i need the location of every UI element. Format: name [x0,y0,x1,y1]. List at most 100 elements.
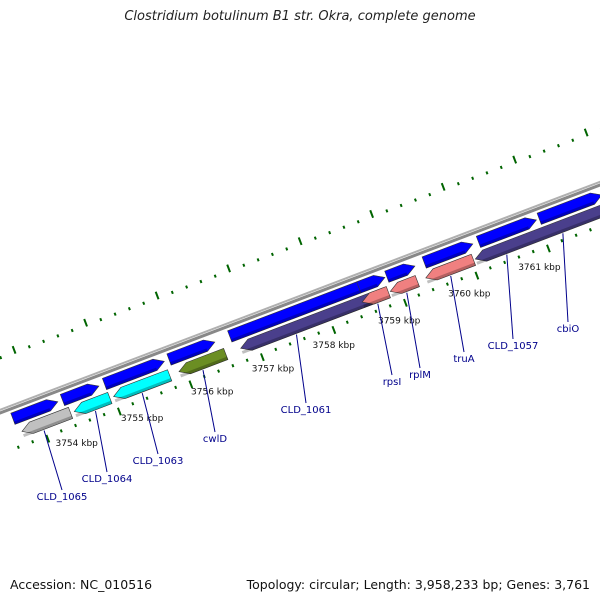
inner-tick [517,255,521,259]
gene-label-leader [377,303,393,376]
backbone-line [0,183,600,415]
outer-tick [583,128,589,137]
outer-tick [456,181,460,186]
outer-tick [56,334,60,338]
outer-tick [83,318,88,327]
outer-tick [226,264,231,273]
forward-gene-10 [536,192,600,225]
inner-tick [288,342,292,346]
accession-text: Accession: NC_010516 [10,577,153,592]
outer-tick [99,317,103,322]
reverse-gene-7-shade [391,283,420,298]
inner-tick [531,249,535,254]
outer-tick [542,149,546,153]
gene-label: CLD_1057 [488,341,539,352]
gene-label: cwlD [203,434,227,445]
forward-gene-2 [59,383,100,406]
outer-tick [285,247,289,251]
inner-tick [131,401,135,406]
gene-label-leader [141,393,159,455]
gene-label: cbiO [557,324,580,335]
inner-tick [88,418,92,422]
inner-tick [317,331,321,335]
reverse-gene-5-shade [241,299,378,354]
outer-tick [154,291,160,300]
gene-label-leader [450,275,465,353]
inner-tick [588,228,592,232]
outer-tick [142,301,146,306]
outer-tick [70,328,74,333]
forward-gene-3 [102,358,165,390]
outer-tick [512,155,518,164]
inner-tick [74,423,78,428]
outer-tick [499,165,503,170]
outer-tick [485,171,489,175]
reverse-gene-6-shade [363,294,391,308]
forward-gene-8 [421,241,474,269]
inner-tick [360,315,364,319]
scale-label: 3759 kbp [378,316,421,326]
gene-label: rplM [409,370,431,381]
reverse-gene-4 [178,348,229,375]
scale-label: 3754 kbp [55,439,98,449]
forward-gene-7 [384,263,416,283]
outer-tick [313,236,317,240]
reverse-gene-7 [389,275,420,294]
outer-tick [385,209,389,213]
scale-label: 3758 kbp [313,341,356,351]
inner-tick [417,293,421,297]
backbone-line [0,180,600,411]
gene-label: CLD_1063 [133,456,184,467]
outer-tick [471,176,475,181]
outer-tick [270,252,274,257]
inner-tick [345,320,349,324]
forward-gene-6-shade [359,283,378,293]
forward-gene-7-shade [387,272,408,283]
outer-tick [557,143,560,148]
inner-tick [31,440,35,444]
gene-label-leader [43,430,63,491]
outer-tick [42,339,46,344]
reverse-gene-9 [474,205,600,262]
outer-tick [428,192,432,197]
inner-tick [431,287,435,292]
outer-tick [342,225,346,229]
inner-tick [445,282,449,286]
reverse-gene-3 [113,369,173,399]
scale-label: 3756 kbp [191,387,234,397]
inner-tick [560,238,564,243]
reverse-gene-4-shade [180,356,228,378]
inner-tick [45,434,51,443]
scale-label: 3755 kbp [121,414,164,424]
forward-gene-3-shade [105,367,158,390]
reverse-gene-8-shade [426,262,476,284]
outer-tick [242,263,246,268]
forward-gene-5-shade [230,290,361,342]
inner-tick [174,385,178,390]
outer-tick [199,279,203,284]
inner-tick [217,369,221,373]
forward-gene-10-shade [540,201,595,225]
scale-label: 3757 kbp [252,364,295,374]
gene-label-leader [202,369,216,433]
inner-tick [59,429,63,433]
inner-tick [403,298,408,307]
inner-tick [116,407,122,416]
gene-label: truA [453,354,474,365]
inner-tick [503,260,507,265]
inner-tick [546,244,551,253]
inner-tick [460,276,464,281]
forward-gene-1 [10,399,59,425]
forward-gene-9-shade [479,226,530,248]
outer-tick [297,237,303,246]
gene-label: CLD_1061 [281,405,332,416]
reverse-gene-6 [361,286,391,305]
inner-tick [488,266,492,270]
outer-tick [256,258,260,262]
gene-label: CLD_1065 [37,492,88,503]
reverse-gene-1 [21,406,74,434]
outer-tick [113,312,117,316]
outer-tick [213,274,217,278]
outer-tick [440,182,446,191]
inner-tick [245,358,249,363]
